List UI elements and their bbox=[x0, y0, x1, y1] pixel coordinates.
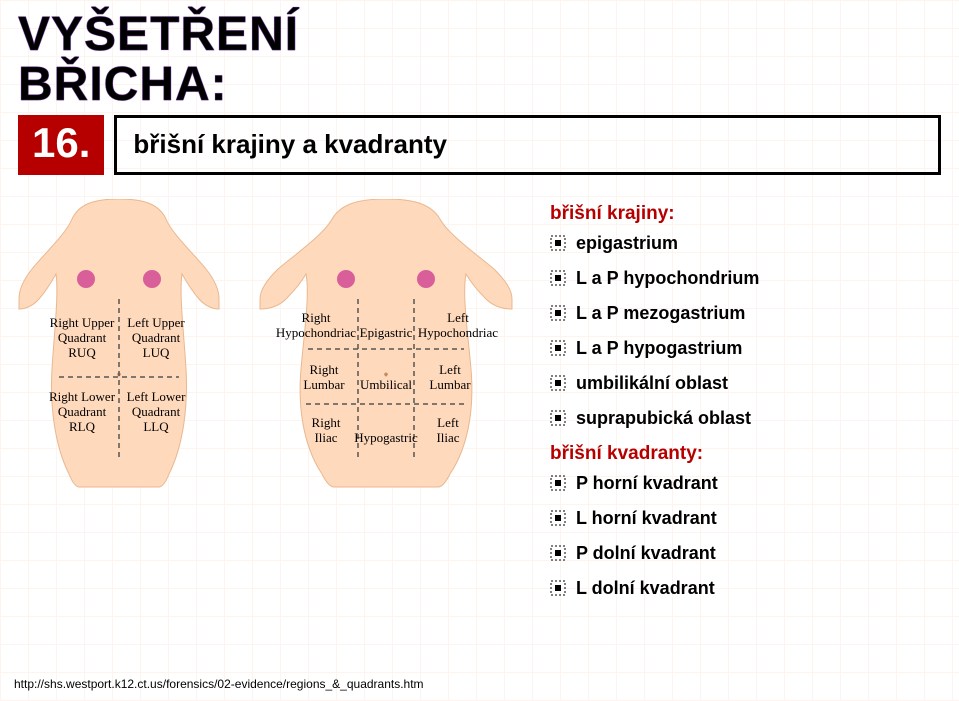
list-item-label: L a P hypogastrium bbox=[576, 338, 742, 359]
bullet-icon bbox=[550, 340, 566, 356]
list-item: L a P hypochondrium bbox=[550, 268, 759, 289]
list-item: umbilikální oblast bbox=[550, 373, 759, 394]
svg-text:Right: Right bbox=[310, 362, 339, 377]
region-torso-wrap: Right Hypochondriac Epigastric Left Hypo… bbox=[246, 199, 526, 494]
list-heading-kvadranty: břišní kvadranty: bbox=[550, 443, 759, 465]
svg-text:Quadrant: Quadrant bbox=[132, 330, 181, 345]
svg-text:Left: Left bbox=[439, 362, 461, 377]
list-item: L a P hypogastrium bbox=[550, 338, 759, 359]
bullet-icon bbox=[550, 270, 566, 286]
bullet-icon bbox=[550, 475, 566, 491]
list-item-label: L horní kvadrant bbox=[576, 508, 717, 529]
svg-text:Hypochondriac: Hypochondriac bbox=[418, 325, 498, 340]
svg-text:Left Upper: Left Upper bbox=[127, 315, 185, 330]
bullet-icon bbox=[550, 375, 566, 391]
diagram-area: Right Upper Quadrant RUQ Left Upper Quad… bbox=[14, 199, 526, 494]
svg-text:Right Lower: Right Lower bbox=[49, 389, 116, 404]
svg-text:Lumbar: Lumbar bbox=[429, 377, 471, 392]
bullet-icon bbox=[550, 580, 566, 596]
list-item-label: umbilikální oblast bbox=[576, 373, 728, 394]
svg-text:Epigastric: Epigastric bbox=[360, 325, 413, 340]
svg-text:Lumbar: Lumbar bbox=[303, 377, 345, 392]
list-item: L horní kvadrant bbox=[550, 508, 759, 529]
svg-text:Left: Left bbox=[447, 310, 469, 325]
svg-text:Right Upper: Right Upper bbox=[50, 315, 115, 330]
krajiny-list: epigastrium L a P hypochondrium L a P me… bbox=[550, 233, 759, 429]
region-torso-svg: Right Hypochondriac Epigastric Left Hypo… bbox=[246, 199, 526, 489]
subtitle-text: břišní krajiny a kvadranty bbox=[133, 129, 447, 160]
svg-text:RUQ: RUQ bbox=[68, 345, 96, 360]
svg-text:Quadrant: Quadrant bbox=[132, 404, 181, 419]
svg-text:Iliac: Iliac bbox=[314, 430, 337, 445]
list-item-label: L a P hypochondrium bbox=[576, 268, 759, 289]
list-item-label: epigastrium bbox=[576, 233, 678, 254]
svg-text:Hypogastric: Hypogastric bbox=[354, 430, 418, 445]
svg-text:RLQ: RLQ bbox=[69, 419, 96, 434]
list-item-label: suprapubická oblast bbox=[576, 408, 751, 429]
footer-source-url: http://shs.westport.k12.ct.us/forensics/… bbox=[14, 677, 424, 691]
list-item: L a P mezogastrium bbox=[550, 303, 759, 324]
list-item: suprapubická oblast bbox=[550, 408, 759, 429]
svg-text:Quadrant: Quadrant bbox=[58, 404, 107, 419]
list-item: P dolní kvadrant bbox=[550, 543, 759, 564]
slide-number-badge: 16. bbox=[18, 115, 104, 175]
title-line-1: VYŠETŘENÍ bbox=[18, 8, 299, 61]
list-item-label: L dolní kvadrant bbox=[576, 578, 715, 599]
right-list-column: břišní krajiny: epigastrium L a P hypoch… bbox=[526, 199, 759, 613]
kvadranty-list: P horní kvadrant L horní kvadrant P doln… bbox=[550, 473, 759, 599]
subtitle-box: břišní krajiny a kvadranty bbox=[114, 115, 941, 175]
bullet-icon bbox=[550, 510, 566, 526]
bullet-icon bbox=[550, 545, 566, 561]
slide-number-text: 16. bbox=[32, 119, 90, 167]
quadrant-torso-svg: Right Upper Quadrant RUQ Left Upper Quad… bbox=[14, 199, 224, 489]
list-item-label: L a P mezogastrium bbox=[576, 303, 745, 324]
list-heading-krajiny: břišní krajiny: bbox=[550, 203, 759, 225]
title-line-2: BŘICHA: bbox=[18, 58, 228, 111]
svg-text:Right: Right bbox=[312, 415, 341, 430]
svg-text:LUQ: LUQ bbox=[143, 345, 170, 360]
svg-text:Iliac: Iliac bbox=[436, 430, 459, 445]
bullet-icon bbox=[550, 410, 566, 426]
svg-text:Right: Right bbox=[302, 310, 331, 325]
svg-text:Left Lower: Left Lower bbox=[127, 389, 187, 404]
svg-text:Umbilical: Umbilical bbox=[360, 377, 412, 392]
page-title: VYŠETŘENÍ BŘICHA: bbox=[0, 0, 959, 111]
svg-text:LLQ: LLQ bbox=[143, 419, 169, 434]
list-item-label: P dolní kvadrant bbox=[576, 543, 716, 564]
list-item-label: P horní kvadrant bbox=[576, 473, 718, 494]
svg-text:Left: Left bbox=[437, 415, 459, 430]
bullet-icon bbox=[550, 305, 566, 321]
svg-text:Quadrant: Quadrant bbox=[58, 330, 107, 345]
list-item: P horní kvadrant bbox=[550, 473, 759, 494]
list-item: L dolní kvadrant bbox=[550, 578, 759, 599]
svg-text:Hypochondriac: Hypochondriac bbox=[276, 325, 356, 340]
quadrant-torso-wrap: Right Upper Quadrant RUQ Left Upper Quad… bbox=[14, 199, 224, 494]
bullet-icon bbox=[550, 235, 566, 251]
list-item: epigastrium bbox=[550, 233, 759, 254]
